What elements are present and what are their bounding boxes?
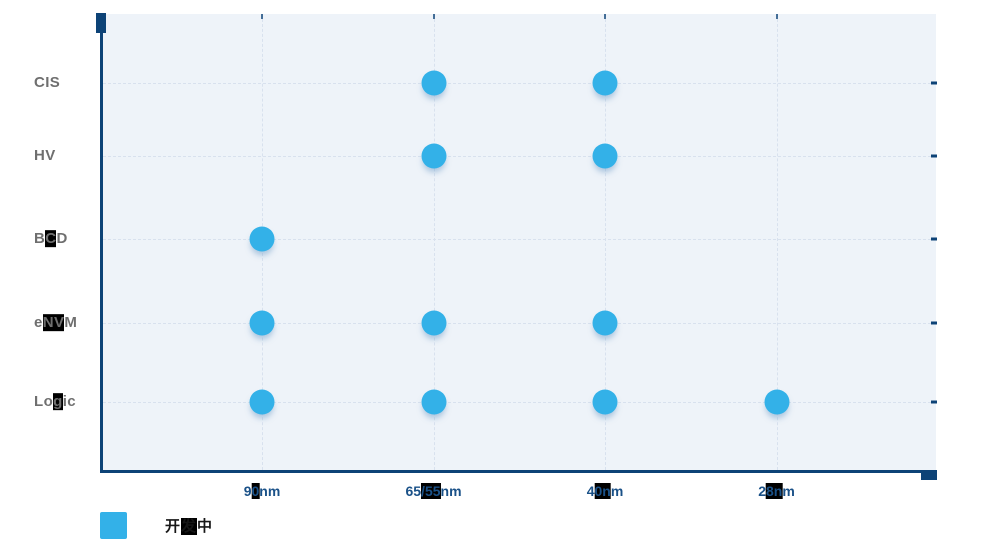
plot-area: [103, 14, 936, 470]
x-axis-label: 28nm: [758, 483, 795, 499]
x-axis-label: 90nm: [243, 483, 281, 499]
text-segment: nm: [440, 483, 462, 499]
text-segment: HV: [34, 147, 56, 165]
highlighted-text: g: [53, 393, 63, 411]
y-axis-label: BCD: [34, 230, 68, 248]
y-axis-tick-right: [931, 81, 937, 85]
y-axis-tick-right: [931, 400, 937, 404]
x-axis-tick-top: [604, 14, 606, 19]
highlighted-text: NV: [42, 313, 65, 331]
data-point[interactable]: [592, 70, 618, 96]
data-point[interactable]: [421, 310, 446, 335]
x-axis-tick-top: [261, 14, 263, 19]
text-segment: Lo: [34, 393, 54, 411]
gridline-horizontal: [103, 402, 936, 403]
text-segment: B: [34, 230, 46, 248]
data-point[interactable]: [421, 143, 446, 169]
data-point[interactable]: [592, 143, 618, 169]
text-segment: 65: [405, 483, 422, 499]
y-axis-label: CIS: [34, 74, 60, 91]
text-segment: m: [610, 483, 624, 499]
text-segment: CIS: [34, 74, 61, 92]
text-segment: 4: [586, 483, 595, 499]
gridline-horizontal: [103, 83, 936, 84]
text-segment: nm: [259, 483, 281, 499]
text-segment: e: [34, 313, 43, 331]
gridline-horizontal: [103, 239, 936, 240]
x-axis-label: 40nm: [586, 483, 624, 499]
data-point[interactable]: [592, 310, 618, 335]
y-axis-line: [100, 13, 103, 472]
gridline-vertical: [776, 14, 778, 470]
text-segment: 9: [243, 483, 252, 499]
highlighted-text: /55: [421, 483, 441, 499]
x-axis-tick-top: [432, 14, 435, 19]
gridline-vertical: [433, 14, 435, 470]
y-axis-end-cap: [96, 13, 106, 33]
text-segment: D: [56, 230, 68, 248]
highlighted-text: 0n: [594, 483, 611, 499]
text-segment: 开: [165, 518, 182, 535]
gridline-horizontal: [103, 156, 936, 157]
highlighted-text: 8n: [766, 483, 783, 499]
data-point[interactable]: [249, 389, 275, 415]
data-point[interactable]: [249, 310, 275, 335]
y-axis-label: eNVM: [34, 313, 78, 331]
y-axis-label: HV: [34, 147, 56, 164]
highlighted-text: C: [45, 230, 57, 248]
legend-label: 开发中: [165, 515, 213, 536]
y-axis-tick-right: [931, 237, 937, 241]
x-axis-end-cap: [921, 471, 937, 480]
data-point[interactable]: [764, 389, 789, 415]
gridline-horizontal: [103, 322, 936, 324]
y-axis-tick-right: [931, 321, 937, 324]
x-axis-label: 65/55nm: [405, 483, 462, 499]
text-segment: m: [782, 483, 795, 499]
data-point[interactable]: [421, 70, 446, 96]
y-axis-label: Logic: [34, 393, 77, 411]
data-point[interactable]: [421, 389, 446, 415]
highlighted-text: 发: [181, 518, 198, 535]
data-point[interactable]: [592, 389, 618, 415]
x-axis-line: [100, 470, 937, 473]
y-axis-tick-right: [931, 154, 937, 158]
text-segment: M: [64, 313, 78, 331]
text-segment: 2: [758, 483, 766, 499]
gridline-vertical: [605, 14, 606, 470]
highlighted-text: 0: [251, 483, 260, 499]
x-axis-tick-top: [775, 14, 778, 19]
data-point[interactable]: [249, 226, 275, 252]
legend-item-in-development[interactable]: 开发中: [100, 512, 213, 539]
text-segment: 中: [197, 518, 214, 535]
text-segment: ic: [62, 393, 77, 411]
legend-swatch-icon: [100, 512, 127, 539]
